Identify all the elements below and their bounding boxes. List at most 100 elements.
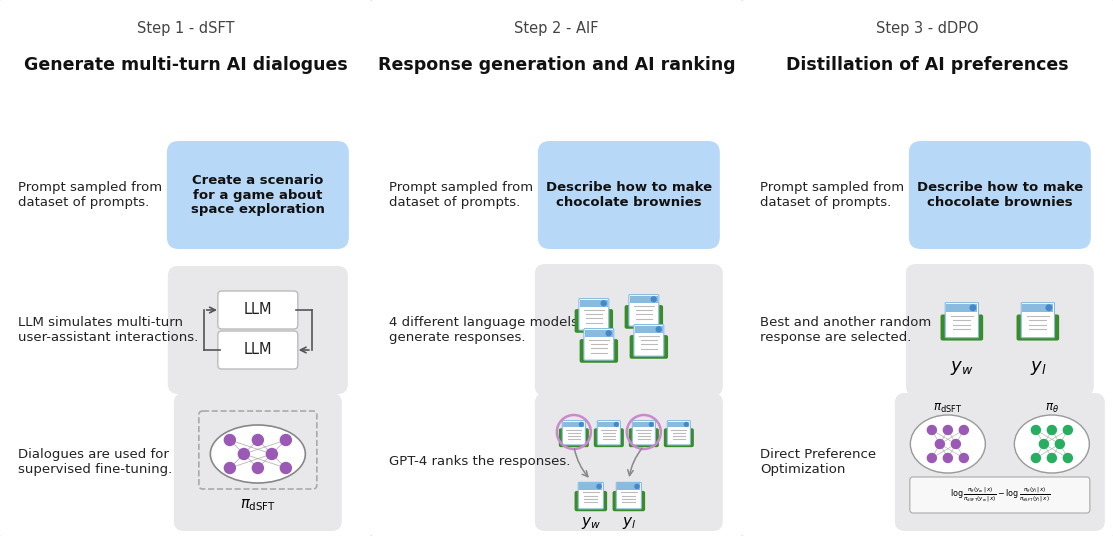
Text: Create a scenario
for a game about
space exploration: Create a scenario for a game about space…	[191, 174, 325, 217]
Circle shape	[654, 318, 658, 322]
Text: Prompt sampled from
dataset of prompts.: Prompt sampled from dataset of prompts.	[390, 181, 533, 209]
Circle shape	[650, 437, 652, 440]
FancyBboxPatch shape	[562, 421, 585, 445]
Ellipse shape	[1014, 415, 1090, 473]
Circle shape	[638, 346, 641, 349]
Text: 4 different language models
generate responses.: 4 different language models generate res…	[390, 316, 578, 344]
Circle shape	[652, 439, 654, 442]
FancyBboxPatch shape	[594, 428, 624, 447]
Text: Response generation and AI ranking: Response generation and AI ranking	[377, 56, 736, 74]
Circle shape	[633, 502, 637, 505]
Circle shape	[657, 327, 661, 332]
Circle shape	[1047, 426, 1056, 435]
Circle shape	[634, 485, 639, 488]
FancyBboxPatch shape	[559, 428, 589, 447]
FancyBboxPatch shape	[955, 325, 968, 333]
Circle shape	[565, 441, 568, 443]
Text: LLM: LLM	[244, 302, 272, 317]
Circle shape	[927, 426, 936, 435]
Circle shape	[607, 355, 611, 359]
Circle shape	[935, 440, 944, 449]
Circle shape	[672, 439, 674, 442]
Text: Best and another random
response are selected.: Best and another random response are sel…	[760, 316, 932, 344]
Circle shape	[563, 439, 565, 442]
FancyBboxPatch shape	[674, 436, 683, 442]
Circle shape	[630, 318, 633, 322]
Circle shape	[633, 439, 636, 442]
FancyBboxPatch shape	[167, 141, 348, 249]
Text: Distillation of AI preferences: Distillation of AI preferences	[786, 56, 1068, 74]
FancyBboxPatch shape	[569, 436, 579, 442]
Circle shape	[1063, 453, 1072, 463]
FancyBboxPatch shape	[940, 315, 983, 340]
Circle shape	[684, 437, 688, 440]
FancyBboxPatch shape	[623, 500, 634, 505]
Circle shape	[590, 352, 593, 356]
FancyBboxPatch shape	[598, 421, 620, 445]
Circle shape	[944, 426, 953, 435]
FancyBboxPatch shape	[668, 421, 690, 445]
FancyBboxPatch shape	[639, 436, 649, 442]
FancyBboxPatch shape	[579, 483, 602, 489]
Circle shape	[1044, 329, 1048, 333]
FancyBboxPatch shape	[634, 325, 663, 356]
Text: Prompt sampled from
dataset of prompts.: Prompt sampled from dataset of prompts.	[18, 181, 162, 209]
Circle shape	[602, 322, 605, 326]
Circle shape	[648, 439, 651, 442]
Circle shape	[632, 318, 636, 322]
Circle shape	[607, 350, 611, 354]
Circle shape	[632, 321, 636, 324]
Circle shape	[602, 325, 605, 329]
Text: $\pi_{\rm dSFT}$: $\pi_{\rm dSFT}$	[933, 401, 963, 414]
Circle shape	[580, 437, 582, 440]
Circle shape	[225, 435, 235, 445]
Circle shape	[636, 439, 638, 442]
Circle shape	[581, 502, 584, 505]
FancyBboxPatch shape	[618, 483, 640, 489]
FancyBboxPatch shape	[633, 422, 654, 427]
Circle shape	[614, 439, 618, 442]
Circle shape	[604, 322, 608, 326]
Circle shape	[948, 329, 953, 333]
FancyBboxPatch shape	[168, 266, 348, 394]
Circle shape	[637, 439, 640, 442]
Circle shape	[584, 352, 589, 356]
Circle shape	[638, 502, 641, 505]
FancyBboxPatch shape	[0, 0, 372, 536]
FancyBboxPatch shape	[906, 264, 1094, 396]
Text: LLM: LLM	[244, 343, 272, 358]
Circle shape	[657, 346, 660, 349]
FancyBboxPatch shape	[1022, 303, 1054, 312]
Ellipse shape	[910, 415, 985, 473]
Ellipse shape	[210, 425, 305, 483]
FancyBboxPatch shape	[741, 0, 1113, 536]
FancyBboxPatch shape	[535, 264, 722, 396]
Circle shape	[582, 325, 585, 329]
Circle shape	[600, 502, 602, 505]
Circle shape	[253, 435, 264, 445]
Circle shape	[598, 504, 601, 508]
Circle shape	[670, 439, 672, 442]
Circle shape	[952, 440, 961, 449]
Circle shape	[588, 352, 591, 356]
FancyBboxPatch shape	[909, 477, 1090, 513]
Circle shape	[580, 322, 583, 326]
Circle shape	[580, 422, 583, 426]
FancyBboxPatch shape	[579, 299, 609, 330]
Circle shape	[601, 301, 607, 306]
FancyBboxPatch shape	[630, 335, 668, 359]
Text: GPT-4 ranks the responses.: GPT-4 ranks the responses.	[390, 456, 570, 468]
Circle shape	[1055, 440, 1064, 449]
Circle shape	[598, 500, 601, 503]
Circle shape	[1047, 332, 1051, 336]
Text: $y_w$: $y_w$	[581, 515, 601, 531]
Circle shape	[614, 441, 618, 443]
Circle shape	[1025, 326, 1028, 331]
Circle shape	[582, 320, 585, 324]
FancyBboxPatch shape	[895, 393, 1105, 531]
Circle shape	[657, 351, 660, 354]
Circle shape	[621, 502, 624, 505]
FancyBboxPatch shape	[580, 300, 608, 307]
Circle shape	[659, 348, 663, 352]
Circle shape	[565, 437, 568, 440]
